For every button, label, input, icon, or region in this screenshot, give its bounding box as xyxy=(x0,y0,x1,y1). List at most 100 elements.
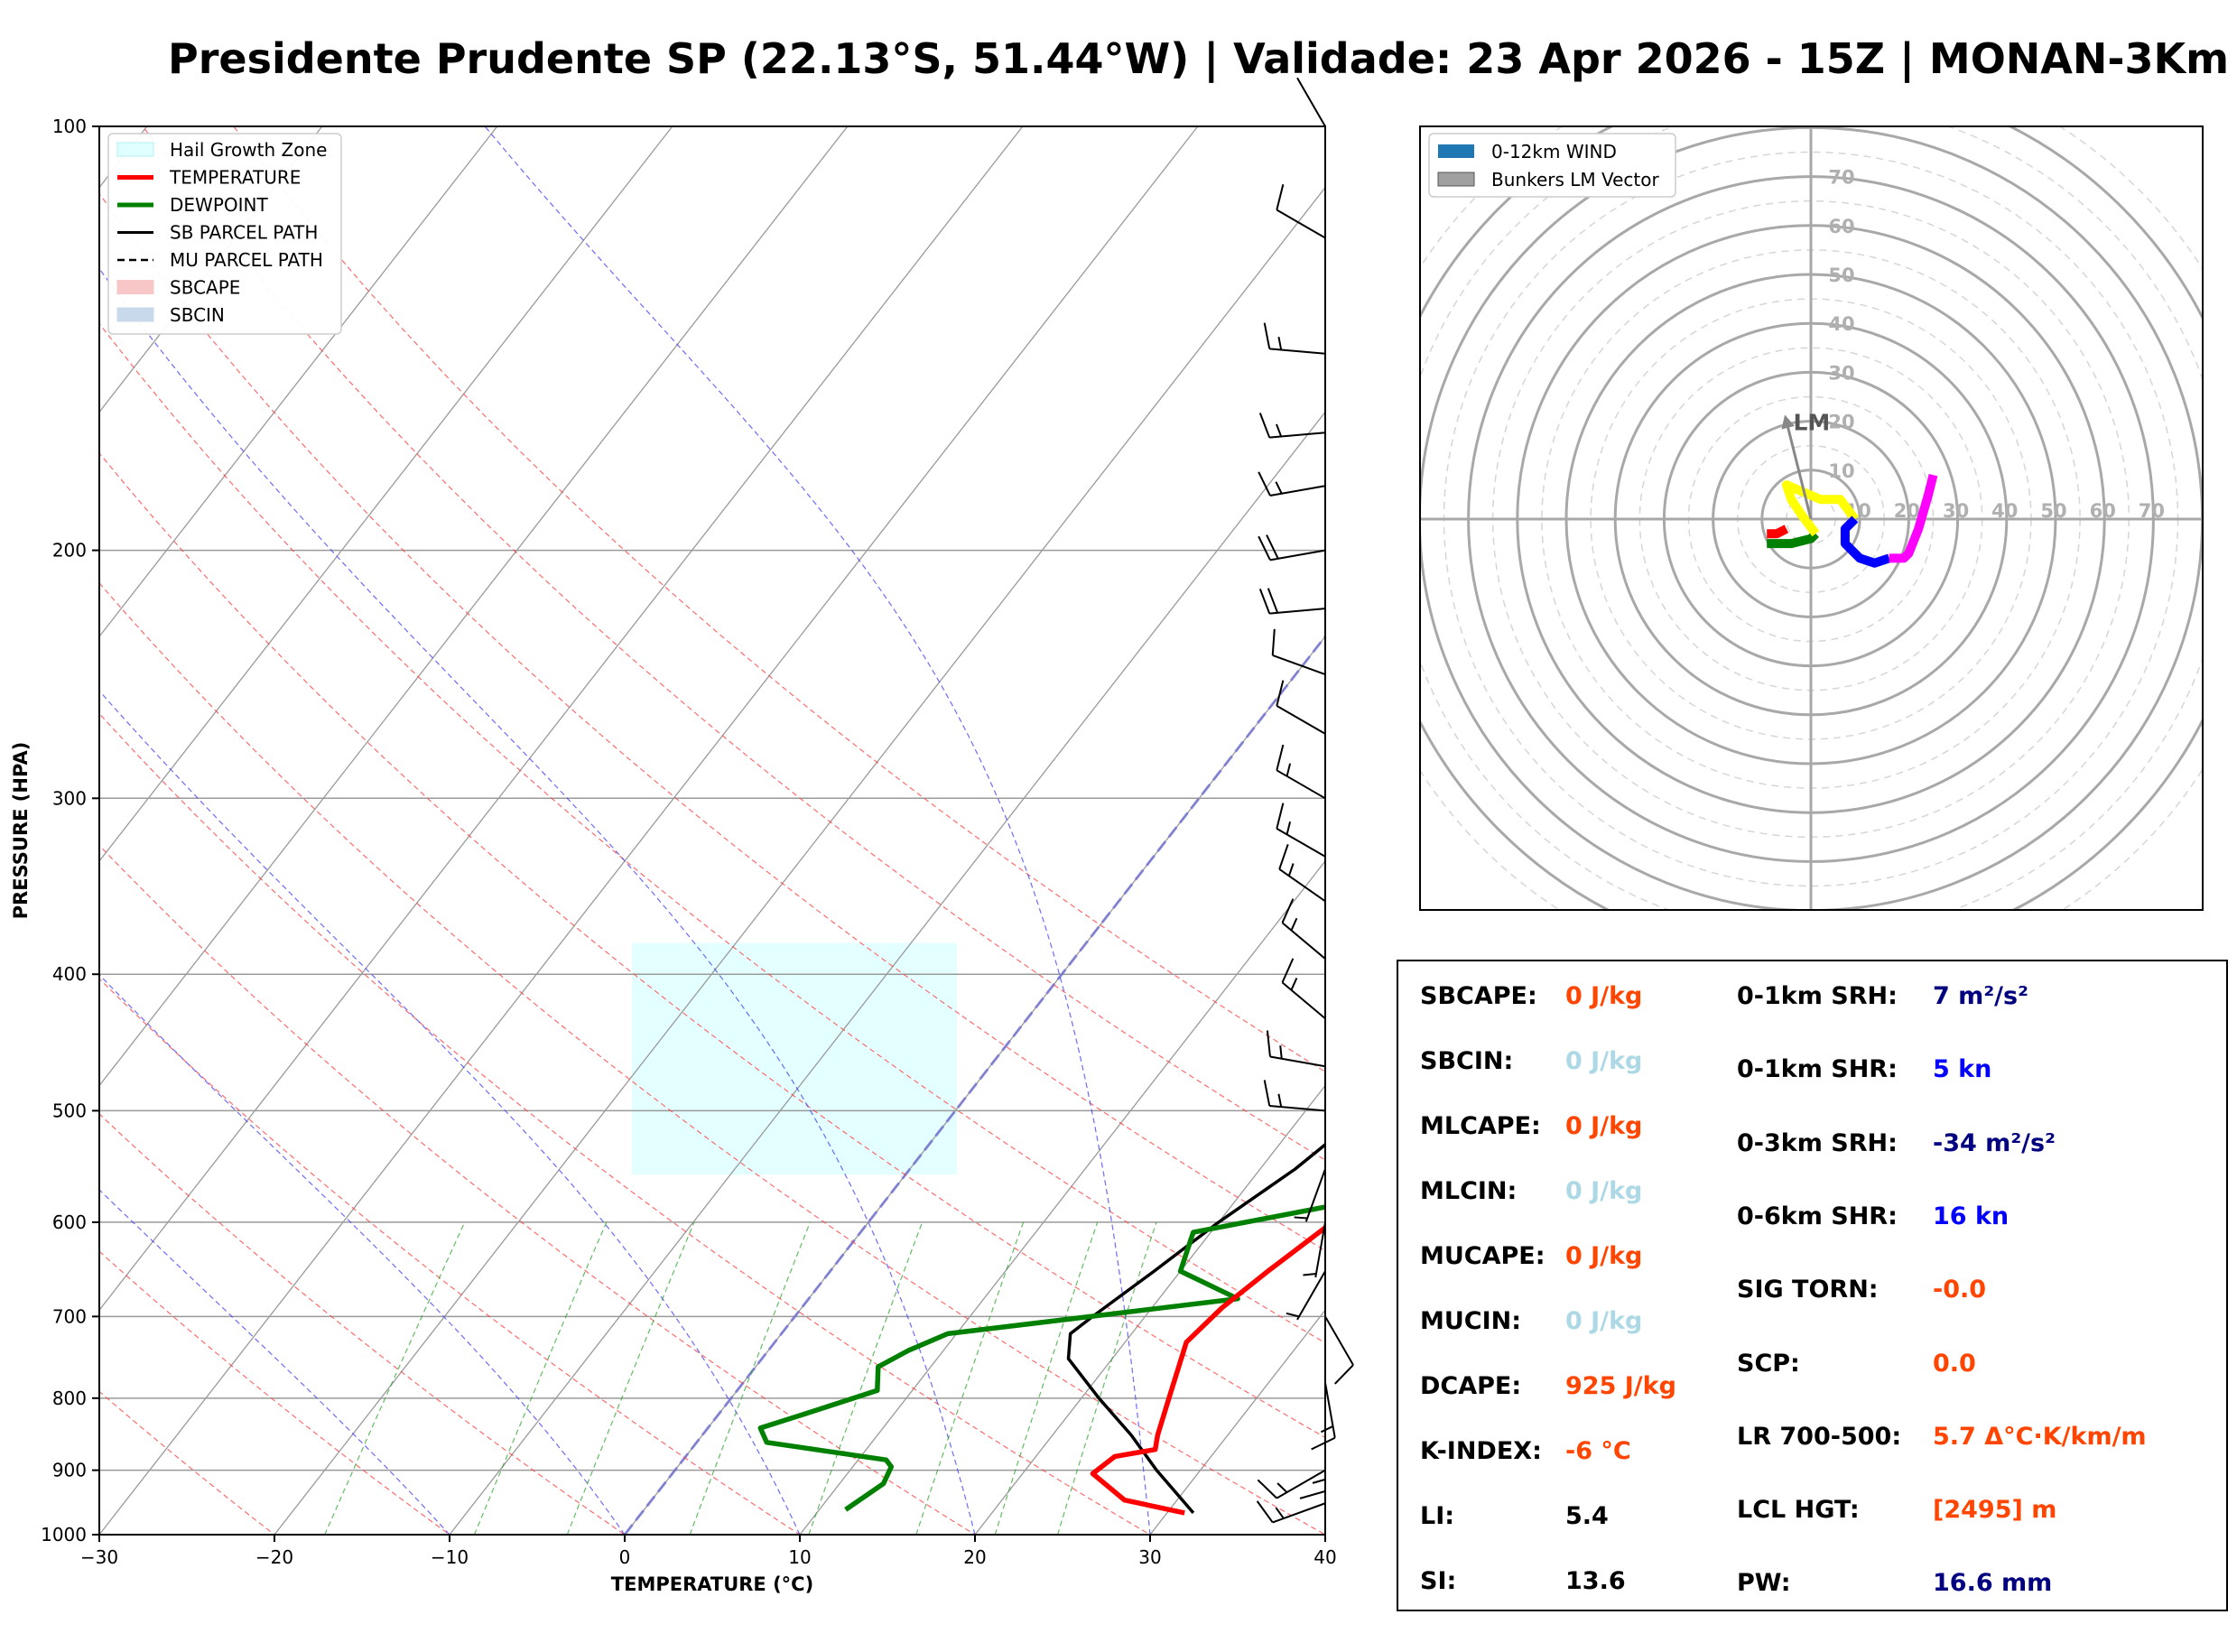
y-tick-label: 900 xyxy=(52,1460,87,1481)
ring-label-v: 60 xyxy=(1828,216,1854,237)
wind-barb xyxy=(1258,534,1326,561)
legend-label: SBCIN xyxy=(170,304,225,326)
legend-swatch xyxy=(1437,172,1475,187)
y-axis-label: PRESSURE (HPA) xyxy=(10,742,32,920)
x-tick-label: 40 xyxy=(1313,1546,1336,1568)
stat-label-lcl: LCL HGT: xyxy=(1737,1496,1860,1524)
skewt-frame xyxy=(98,125,1326,1536)
y-tick-label: 200 xyxy=(52,540,87,561)
wind-barb xyxy=(1258,588,1326,615)
stat-label-kindex: K-INDEX: xyxy=(1420,1437,1542,1465)
legend-swatch xyxy=(116,307,154,322)
y-tick-label: 1000 xyxy=(41,1524,87,1545)
hodograph-frame xyxy=(1419,125,2204,911)
skewt-legend: Hail Growth Zone TEMPERATURE DEWPOINT SB PA… xyxy=(107,133,342,335)
stat-label-lr: LR 700-500: xyxy=(1737,1423,1902,1451)
legend-label: TEMPERATURE xyxy=(169,167,301,189)
dry-adiabat xyxy=(233,126,1325,1072)
x-tick-label: 20 xyxy=(963,1546,986,1568)
wind-barb xyxy=(1263,322,1326,355)
isotherm xyxy=(274,186,1325,1535)
stat-value-dcape: 925 J/kg xyxy=(1565,1372,1676,1400)
hodograph-segment xyxy=(1781,480,1859,537)
stat-label-srh03: 0-3km SRH: xyxy=(1737,1129,1898,1157)
mixing-ratio-line xyxy=(915,1221,1025,1535)
stat-value-lcl: [2495] m xyxy=(1933,1496,2057,1524)
wind-barb xyxy=(1276,184,1326,239)
ring-label-v: 10 xyxy=(1828,460,1854,482)
legend-box xyxy=(1428,133,1676,198)
legend-swatch xyxy=(116,280,154,294)
temperature-line xyxy=(1090,1224,1325,1516)
ring-label-v: 30 xyxy=(1828,362,1854,384)
wind-barb xyxy=(1276,744,1326,800)
stat-value-sbcin: 0 J/kg xyxy=(1565,1047,1643,1075)
x-tick-label: 0 xyxy=(619,1546,631,1568)
stat-value-shr06: 16 kn xyxy=(1933,1202,2010,1230)
hodograph-segment xyxy=(1889,473,1938,563)
wind-barb xyxy=(1256,1500,1326,1524)
stat-label-mlcape: MLCAPE: xyxy=(1420,1112,1541,1140)
stat-value-srh03: -34 m²/s² xyxy=(1933,1129,2056,1157)
x-tick-label: −30 xyxy=(80,1546,118,1568)
wind-barb xyxy=(1311,1382,1336,1451)
y-tick-label: 700 xyxy=(52,1305,87,1327)
stat-value-mucape: 0 J/kg xyxy=(1565,1242,1643,1270)
stat-value-shr01: 5 kn xyxy=(1933,1055,1992,1083)
legend-label: SB PARCEL PATH xyxy=(170,222,318,244)
bunkers-lm-vector xyxy=(1781,414,1813,520)
stat-label-shr06: 0-6km SHR: xyxy=(1737,1202,1898,1230)
hodograph-legend: 0-12km WIND Bunkers LM Vector xyxy=(1428,133,1676,198)
stat-value-sbcape: 0 J/kg xyxy=(1565,982,1643,1010)
chart-title: Presidente Prudente SP (22.13°S, 51.44°W… xyxy=(168,34,2230,83)
stat-label-shr01: 0-1km SHR: xyxy=(1737,1055,1898,1083)
x-tick-label: 10 xyxy=(788,1546,811,1568)
moist-adiabat xyxy=(99,973,626,1535)
ring-label-u: 40 xyxy=(1991,500,2018,522)
x-axis-label: TEMPERATURE (°C) xyxy=(611,1573,813,1595)
skewt-plot-area xyxy=(99,126,1325,1535)
stat-value-sigtorn: -0.0 xyxy=(1933,1276,1987,1304)
stats-panel: SBCAPE: 0 J/kg SBCIN: 0 J/kg MLCAPE: 0 J… xyxy=(1397,960,2228,1611)
stat-label-sbcape: SBCAPE: xyxy=(1420,982,1537,1010)
wind-barb xyxy=(1276,803,1326,858)
legend-label: Hail Growth Zone xyxy=(170,139,327,161)
wind-barb xyxy=(1263,1080,1326,1112)
ring-label-u: 30 xyxy=(1943,500,1969,522)
dry-adiabat xyxy=(99,451,1325,1439)
legend-label: Bunkers LM Vector xyxy=(1491,169,1660,190)
wind-barb xyxy=(1257,1469,1326,1499)
ring-label-u: 20 xyxy=(1894,500,1920,522)
wind-barb xyxy=(1296,77,1326,127)
ring-label-u: 50 xyxy=(2040,500,2066,522)
y-tick-label: 100 xyxy=(52,116,87,137)
isotherm xyxy=(449,411,1325,1535)
y-tick-label: 800 xyxy=(52,1387,87,1409)
dry-adiabat xyxy=(142,126,1325,1161)
dry-adiabat xyxy=(99,844,977,1535)
isotherm xyxy=(99,126,673,862)
stat-label-mucin: MUCIN: xyxy=(1420,1307,1522,1335)
wind-barb xyxy=(1303,1221,1326,1278)
moist-adiabat xyxy=(484,126,1151,1535)
stat-label-sigtorn: SIG TORN: xyxy=(1737,1276,1879,1304)
wind-barb xyxy=(1281,958,1326,1019)
isotherm xyxy=(974,1084,1325,1535)
wind-barb xyxy=(1278,843,1326,903)
stat-label-dcape: DCAPE: xyxy=(1420,1372,1522,1400)
wind-barb xyxy=(1324,1315,1354,1385)
ring-label-u: 60 xyxy=(2090,500,2116,522)
isotherm xyxy=(99,126,1024,1312)
stat-label-li: LI: xyxy=(1420,1502,1455,1530)
mixing-ratio-line xyxy=(324,1221,466,1535)
stat-value-lr: 5.7 Δ°C·K/km/m xyxy=(1933,1423,2147,1451)
x-tick-label: 30 xyxy=(1138,1546,1161,1568)
mixing-ratio-line xyxy=(689,1221,811,1535)
freezing-isotherm xyxy=(623,634,1325,1535)
hail-growth-zone xyxy=(632,942,957,1175)
isotherm xyxy=(799,859,1325,1535)
hodograph-segment xyxy=(1767,524,1789,539)
wind-barb xyxy=(1294,1168,1326,1222)
